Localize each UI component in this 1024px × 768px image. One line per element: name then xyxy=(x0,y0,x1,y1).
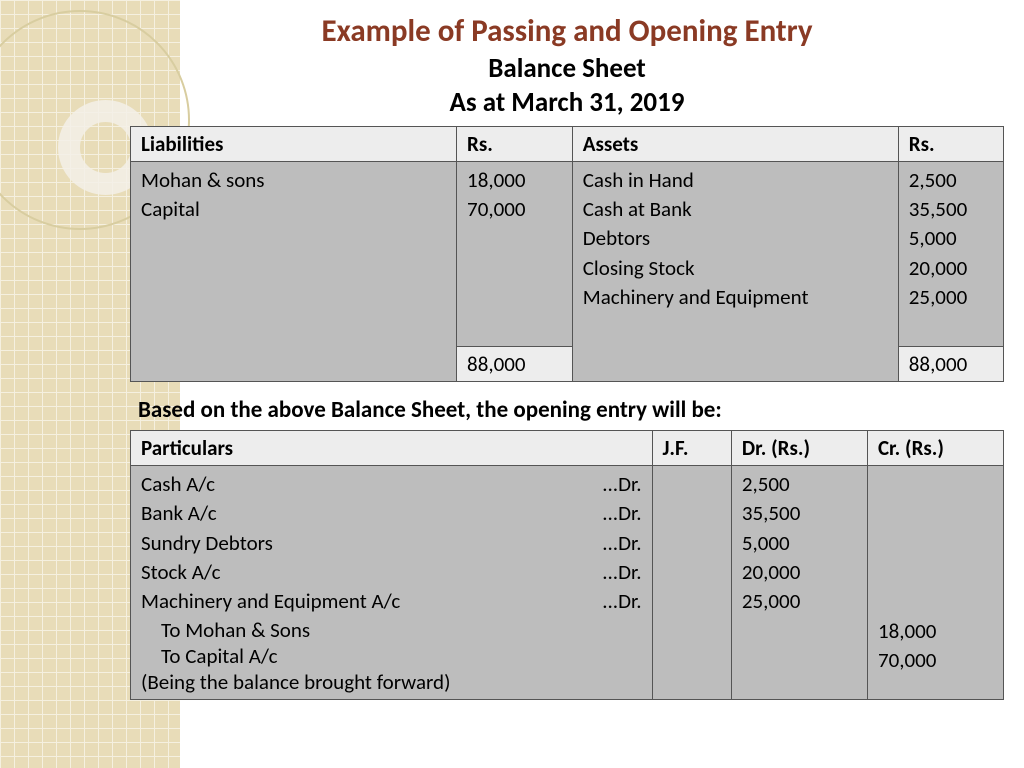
slide-title: Example of Passing and Opening Entry xyxy=(130,12,1004,50)
liabilities-amounts: 18,000 70,000 xyxy=(457,161,573,346)
table-header-row: Liabilities Rs. Assets Rs. xyxy=(131,126,1004,161)
journal-particulars: Cash A/c...Dr. Bank A/c...Dr. Sundry Deb… xyxy=(131,465,653,699)
col-cr: Cr. (Rs.) xyxy=(867,430,1003,465)
liabilities-total: 88,000 xyxy=(457,346,573,381)
assets-amounts: 2,500 35,500 5,000 20,000 25,000 xyxy=(898,161,1003,346)
opening-entry-note: Based on the above Balance Sheet, the op… xyxy=(138,396,1004,424)
col-rs-liab: Rs. xyxy=(457,126,573,161)
table-header-row: Particulars J.F. Dr. (Rs.) Cr. (Rs.) xyxy=(131,430,1004,465)
assets-total: 88,000 xyxy=(898,346,1003,381)
assets-names: Cash in Hand Cash at Bank Debtors Closin… xyxy=(572,161,898,381)
slide-content: Example of Passing and Opening Entry Bal… xyxy=(0,0,1024,700)
slide-subtitle-2: As at March 31, 2019 xyxy=(130,86,1004,120)
journal-jf xyxy=(652,465,731,699)
table-body-row: Mohan & sons Capital 18,000 70,000 Cash … xyxy=(131,161,1004,346)
col-particulars: Particulars xyxy=(131,430,653,465)
journal-table: Particulars J.F. Dr. (Rs.) Cr. (Rs.) Cas… xyxy=(130,430,1004,700)
col-dr: Dr. (Rs.) xyxy=(731,430,867,465)
col-liabilities: Liabilities xyxy=(131,126,457,161)
col-jf: J.F. xyxy=(652,430,731,465)
col-rs-asset: Rs. xyxy=(898,126,1003,161)
slide-subtitle-1: Balance Sheet xyxy=(130,52,1004,86)
journal-dr: 2,500 35,500 5,000 20,000 25,000 xyxy=(731,465,867,699)
journal-cr: 18,000 70,000 xyxy=(867,465,1003,699)
liabilities-names: Mohan & sons Capital xyxy=(131,161,457,381)
balance-sheet-table: Liabilities Rs. Assets Rs. Mohan & sons … xyxy=(130,126,1004,382)
col-assets: Assets xyxy=(572,126,898,161)
journal-body-row: Cash A/c...Dr. Bank A/c...Dr. Sundry Deb… xyxy=(131,465,1004,699)
